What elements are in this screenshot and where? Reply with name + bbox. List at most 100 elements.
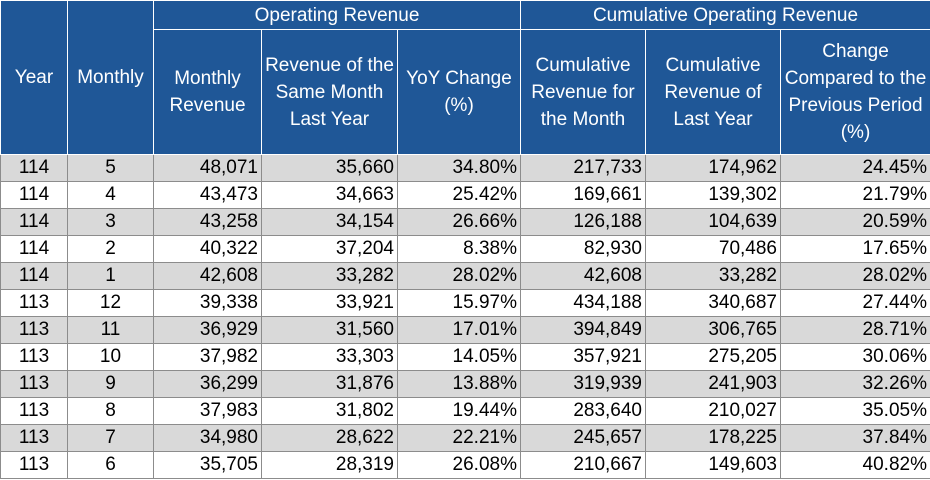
cell-cumulative-for-month: 169,661 (520, 181, 646, 209)
cell-yoy-change: 25.42% (397, 181, 521, 209)
cell-monthly-revenue: 48,071 (153, 154, 262, 182)
header-monthly-revenue: Monthly Revenue (153, 29, 262, 155)
cell-month: 1 (67, 262, 154, 290)
cell-cumulative-for-month: 245,657 (520, 424, 646, 452)
table-row: 114 1 42,608 33,282 28.02% 42,608 33,282… (0, 262, 930, 290)
cell-cumulative-last-year: 33,282 (645, 262, 781, 290)
cell-month: 10 (67, 343, 154, 371)
cell-year: 113 (0, 370, 68, 398)
cell-monthly-revenue: 37,983 (153, 397, 262, 425)
cell-change-vs-previous: 17.65% (780, 235, 930, 263)
cell-same-month-last-year: 33,303 (261, 343, 398, 371)
cell-year: 113 (0, 451, 68, 479)
cell-cumulative-for-month: 82,930 (520, 235, 646, 263)
cell-same-month-last-year: 34,663 (261, 181, 398, 209)
cell-month: 8 (67, 397, 154, 425)
cell-year: 113 (0, 424, 68, 452)
cell-year: 113 (0, 397, 68, 425)
cell-cumulative-for-month: 126,188 (520, 208, 646, 236)
cell-cumulative-for-month: 217,733 (520, 154, 646, 182)
cell-cumulative-for-month: 357,921 (520, 343, 646, 371)
cell-year: 113 (0, 289, 68, 317)
header-group-row: Year Monthly Operating Revenue Cumulativ… (0, 0, 930, 155)
cell-change-vs-previous: 28.02% (780, 262, 930, 290)
cell-same-month-last-year: 31,876 (261, 370, 398, 398)
cell-same-month-last-year: 31,802 (261, 397, 398, 425)
cell-monthly-revenue: 37,982 (153, 343, 262, 371)
cell-yoy-change: 17.01% (397, 316, 521, 344)
table-row: 114 5 48,071 35,660 34.80% 217,733 174,9… (0, 154, 930, 182)
cell-change-vs-previous: 30.06% (780, 343, 930, 371)
cell-cumulative-for-month: 210,667 (520, 451, 646, 479)
cell-cumulative-for-month: 319,939 (520, 370, 646, 398)
table-row: 114 2 40,322 37,204 8.38% 82,930 70,486 … (0, 235, 930, 263)
cell-year: 114 (0, 208, 68, 236)
header-same-month-last-year: Revenue of the Same Month Last Year (261, 29, 398, 155)
header-group-operating-revenue: Operating Revenue (153, 0, 521, 30)
cell-cumulative-last-year: 149,603 (645, 451, 781, 479)
cell-yoy-change: 19.44% (397, 397, 521, 425)
cell-same-month-last-year: 35,660 (261, 154, 398, 182)
cell-yoy-change: 26.66% (397, 208, 521, 236)
header-change-vs-previous: Change Compared to the Previous Period (… (780, 29, 930, 155)
cell-monthly-revenue: 36,299 (153, 370, 262, 398)
cell-cumulative-last-year: 139,302 (645, 181, 781, 209)
cell-monthly-revenue: 43,473 (153, 181, 262, 209)
table-row: 113 8 37,983 31,802 19.44% 283,640 210,0… (0, 397, 930, 425)
cell-cumulative-last-year: 241,903 (645, 370, 781, 398)
cell-monthly-revenue: 36,929 (153, 316, 262, 344)
cell-yoy-change: 13.88% (397, 370, 521, 398)
cell-same-month-last-year: 28,319 (261, 451, 398, 479)
cell-same-month-last-year: 34,154 (261, 208, 398, 236)
cell-same-month-last-year: 37,204 (261, 235, 398, 263)
cell-month: 6 (67, 451, 154, 479)
table-row: 113 10 37,982 33,303 14.05% 357,921 275,… (0, 343, 930, 371)
cell-year: 114 (0, 154, 68, 182)
cell-yoy-change: 8.38% (397, 235, 521, 263)
cell-change-vs-previous: 32.26% (780, 370, 930, 398)
cell-yoy-change: 26.08% (397, 451, 521, 479)
cell-change-vs-previous: 37.84% (780, 424, 930, 452)
cell-cumulative-for-month: 42,608 (520, 262, 646, 290)
cell-yoy-change: 28.02% (397, 262, 521, 290)
cell-cumulative-last-year: 275,205 (645, 343, 781, 371)
cell-cumulative-last-year: 174,962 (645, 154, 781, 182)
cell-same-month-last-year: 28,622 (261, 424, 398, 452)
cell-change-vs-previous: 20.59% (780, 208, 930, 236)
cell-year: 113 (0, 343, 68, 371)
cell-year: 114 (0, 235, 68, 263)
cell-monthly-revenue: 42,608 (153, 262, 262, 290)
cell-monthly-revenue: 43,258 (153, 208, 262, 236)
table-row: 114 3 43,258 34,154 26.66% 126,188 104,6… (0, 208, 930, 236)
cell-yoy-change: 15.97% (397, 289, 521, 317)
header-cumulative-for-month: Cumulative Revenue for the Month (520, 29, 646, 155)
cell-cumulative-last-year: 104,639 (645, 208, 781, 236)
cell-month: 7 (67, 424, 154, 452)
cell-same-month-last-year: 33,921 (261, 289, 398, 317)
cell-yoy-change: 34.80% (397, 154, 521, 182)
cell-cumulative-last-year: 178,225 (645, 424, 781, 452)
cell-year: 113 (0, 316, 68, 344)
table-row: 113 6 35,705 28,319 26.08% 210,667 149,6… (0, 451, 930, 479)
cell-cumulative-last-year: 340,687 (645, 289, 781, 317)
header-monthly: Monthly (67, 0, 154, 155)
cell-cumulative-last-year: 70,486 (645, 235, 781, 263)
cell-month: 3 (67, 208, 154, 236)
cell-monthly-revenue: 35,705 (153, 451, 262, 479)
cell-cumulative-for-month: 394,849 (520, 316, 646, 344)
cell-same-month-last-year: 33,282 (261, 262, 398, 290)
cell-year: 114 (0, 262, 68, 290)
table-body: 114 5 48,071 35,660 34.80% 217,733 174,9… (0, 154, 930, 479)
cell-month: 11 (67, 316, 154, 344)
cell-month: 5 (67, 154, 154, 182)
cell-yoy-change: 14.05% (397, 343, 521, 371)
cell-cumulative-for-month: 283,640 (520, 397, 646, 425)
header-cumulative-last-year: Cumulative Revenue of Last Year (645, 29, 781, 155)
cell-cumulative-last-year: 210,027 (645, 397, 781, 425)
table-row: 113 7 34,980 28,622 22.21% 245,657 178,2… (0, 424, 930, 452)
table-row: 113 11 36,929 31,560 17.01% 394,849 306,… (0, 316, 930, 344)
cell-month: 9 (67, 370, 154, 398)
cell-yoy-change: 22.21% (397, 424, 521, 452)
cell-cumulative-last-year: 306,765 (645, 316, 781, 344)
